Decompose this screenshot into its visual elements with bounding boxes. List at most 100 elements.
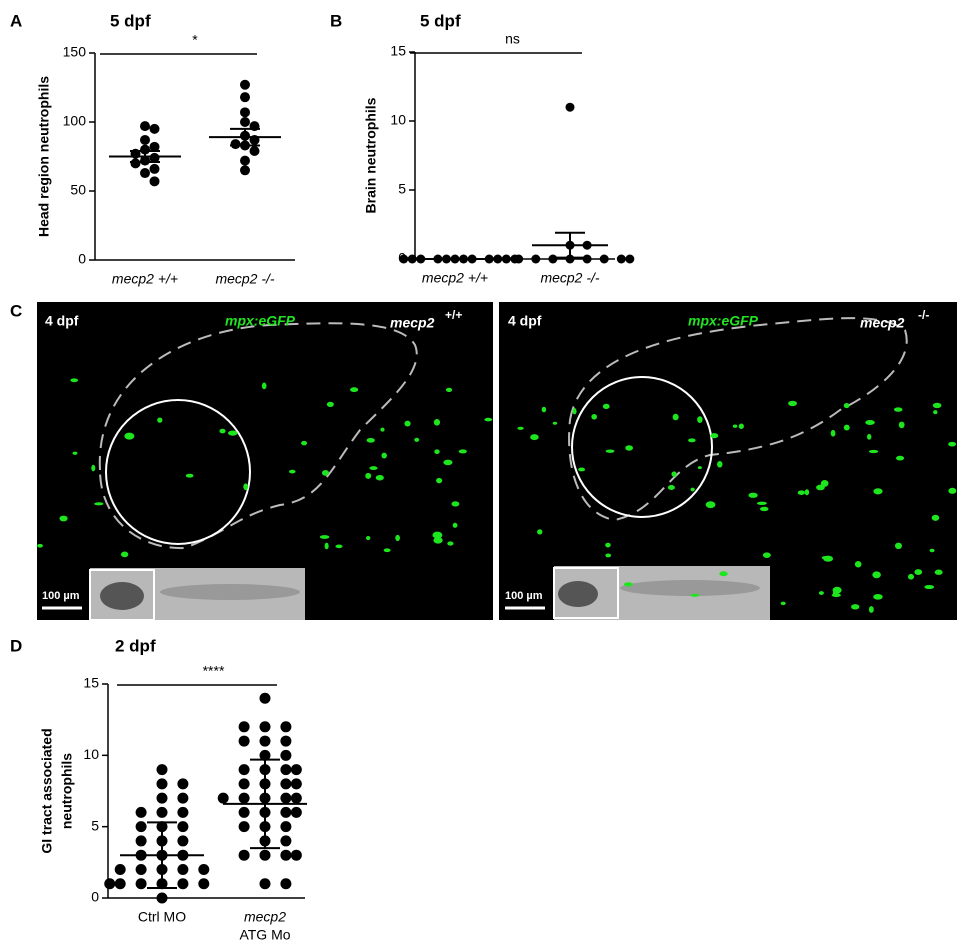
cell	[443, 459, 453, 466]
cell	[872, 571, 881, 579]
cell	[326, 401, 334, 407]
cell	[719, 571, 728, 577]
data-point	[238, 778, 250, 790]
cell	[375, 474, 384, 481]
cell	[804, 489, 810, 496]
data-point	[531, 254, 541, 264]
cell	[452, 522, 458, 528]
cell	[623, 582, 633, 587]
cell	[907, 573, 915, 580]
cell	[369, 466, 378, 471]
data-point	[249, 145, 260, 156]
data-point	[177, 821, 189, 833]
cell	[578, 467, 586, 472]
cell	[70, 378, 79, 383]
data-point	[149, 123, 160, 134]
cell	[672, 413, 679, 421]
data-point	[625, 254, 635, 264]
cell	[185, 473, 194, 478]
data-point	[290, 849, 302, 861]
cell	[243, 483, 249, 491]
cell	[851, 604, 860, 610]
y-axis-label: Head region neutrophils	[36, 76, 52, 237]
cell	[395, 534, 400, 542]
data-point	[177, 806, 189, 818]
data-point	[156, 764, 168, 776]
outline	[568, 317, 908, 522]
data-point	[280, 735, 292, 747]
data-point	[514, 254, 524, 264]
y-tick-label: 15	[83, 675, 99, 691]
cell	[319, 535, 330, 539]
data-point	[280, 849, 292, 861]
cell	[690, 593, 700, 597]
larva	[160, 584, 300, 600]
cell	[404, 420, 411, 427]
data-point	[177, 792, 189, 804]
data-point	[140, 168, 150, 179]
error-bar	[250, 758, 280, 850]
cell	[37, 543, 43, 548]
genotype-sup: -/-	[918, 308, 929, 322]
error-bar	[230, 127, 260, 147]
larva-head	[100, 582, 144, 610]
cell	[289, 469, 296, 474]
cell	[436, 477, 443, 484]
cell	[537, 529, 543, 535]
scale-label: 100 µm	[505, 590, 543, 602]
data-point	[280, 878, 292, 890]
cell	[868, 449, 879, 454]
cell	[383, 548, 391, 553]
data-point	[149, 152, 160, 163]
significance-label: ****	[203, 663, 225, 679]
panel-label: A	[10, 11, 22, 30]
data-point	[280, 821, 292, 833]
data-point	[616, 254, 626, 264]
data-point	[240, 107, 250, 118]
cell	[605, 553, 612, 558]
cell	[350, 387, 359, 393]
cell	[894, 542, 902, 550]
data-point	[230, 139, 241, 150]
data-point	[149, 176, 160, 187]
data-point	[238, 806, 250, 818]
data-point	[565, 102, 575, 112]
x-tick-label: mecp2 +/+	[422, 270, 488, 286]
cell	[820, 479, 829, 487]
x-tick-label: mecp2 +/+	[112, 271, 178, 287]
x-tick-label: Ctrl MO	[138, 909, 186, 925]
data-point	[130, 158, 141, 169]
scale-label: 100 µm	[42, 590, 80, 602]
data-point	[259, 735, 271, 747]
data-point	[238, 849, 250, 861]
data-point	[280, 792, 292, 804]
cell	[898, 421, 905, 429]
cell	[854, 561, 862, 568]
error-bar	[147, 821, 177, 890]
image-bg	[37, 302, 493, 620]
cell	[434, 449, 440, 455]
data-point	[217, 792, 229, 804]
data-point	[238, 821, 250, 833]
data-point	[104, 878, 116, 890]
data-point	[149, 141, 160, 152]
cell	[780, 601, 786, 606]
data-point	[280, 749, 292, 761]
data-point	[177, 835, 189, 847]
cell	[124, 432, 135, 440]
y-tick-label: 0	[91, 889, 99, 905]
data-point	[280, 806, 292, 818]
cell	[831, 593, 841, 598]
x-tick-label: mecp2 -/-	[540, 270, 599, 286]
cell	[895, 455, 905, 461]
cell	[445, 387, 453, 393]
data-point	[259, 692, 271, 704]
cell	[931, 514, 940, 521]
data-point	[240, 117, 250, 127]
cell	[157, 417, 163, 423]
data-point	[582, 254, 592, 264]
y-tick-label: 10	[390, 112, 406, 128]
outline	[98, 322, 418, 550]
data-point	[290, 778, 302, 790]
data-point	[238, 764, 250, 776]
